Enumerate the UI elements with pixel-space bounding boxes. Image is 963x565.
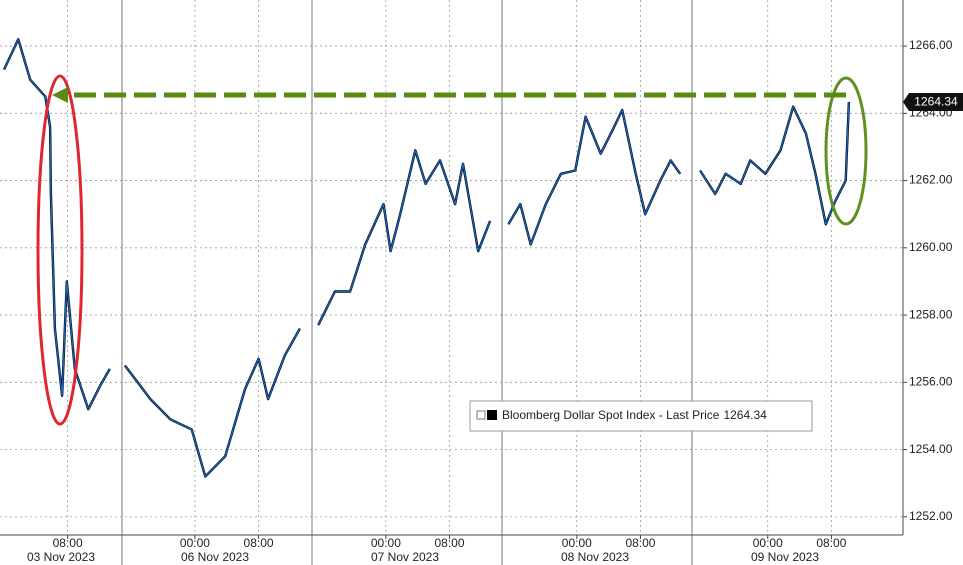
arrow-head [52, 87, 68, 103]
price-line [3, 38, 850, 478]
day-label: 07 Nov 2023 [371, 550, 439, 564]
x-tick-label: 08:00 [244, 536, 274, 550]
x-tick-label: 00:00 [371, 536, 401, 550]
red-ellipse [36, 74, 84, 426]
green-ellipse [824, 76, 868, 226]
legend-value: 1264.34 [723, 408, 767, 422]
day-label: 06 Nov 2023 [181, 550, 249, 564]
x-tick-label: 08:00 [625, 536, 655, 550]
x-tick-label: 08:00 [434, 536, 464, 550]
legend-label: Bloomberg Dollar Spot Index - Last Price [502, 408, 720, 422]
last-price-tag: 1264.34 [903, 93, 963, 111]
legend-box [469, 400, 813, 432]
day-label: 08 Nov 2023 [561, 550, 629, 564]
legend-swatch [487, 410, 497, 420]
legend: Bloomberg Dollar Spot Index - Last Price… [469, 400, 813, 432]
x-tick-label: 08:00 [816, 536, 846, 550]
day-label: 09 Nov 2023 [751, 550, 819, 564]
legend-icon [476, 410, 486, 420]
plot [2, 38, 851, 478]
y-tick-label: 1252.00 [909, 509, 953, 523]
day-label: 03 Nov 2023 [27, 550, 95, 564]
x-tick-label: 08:00 [53, 536, 83, 550]
y-tick-label: 1262.00 [909, 173, 953, 187]
x-tick-label: 00:00 [753, 536, 783, 550]
y-tick-label: 1260.00 [909, 240, 953, 254]
price-tag-box [903, 93, 963, 111]
y-tick-label: 1266.00 [909, 38, 953, 52]
y-tick-label: 1254.00 [909, 442, 953, 456]
x-tick-label: 00:00 [562, 536, 592, 550]
price-tag-label: 1264.34 [914, 95, 958, 109]
y-tick-label: 1256.00 [909, 375, 953, 389]
x-tick-label: 00:00 [180, 536, 210, 550]
y-tick-label: 1258.00 [909, 307, 953, 321]
